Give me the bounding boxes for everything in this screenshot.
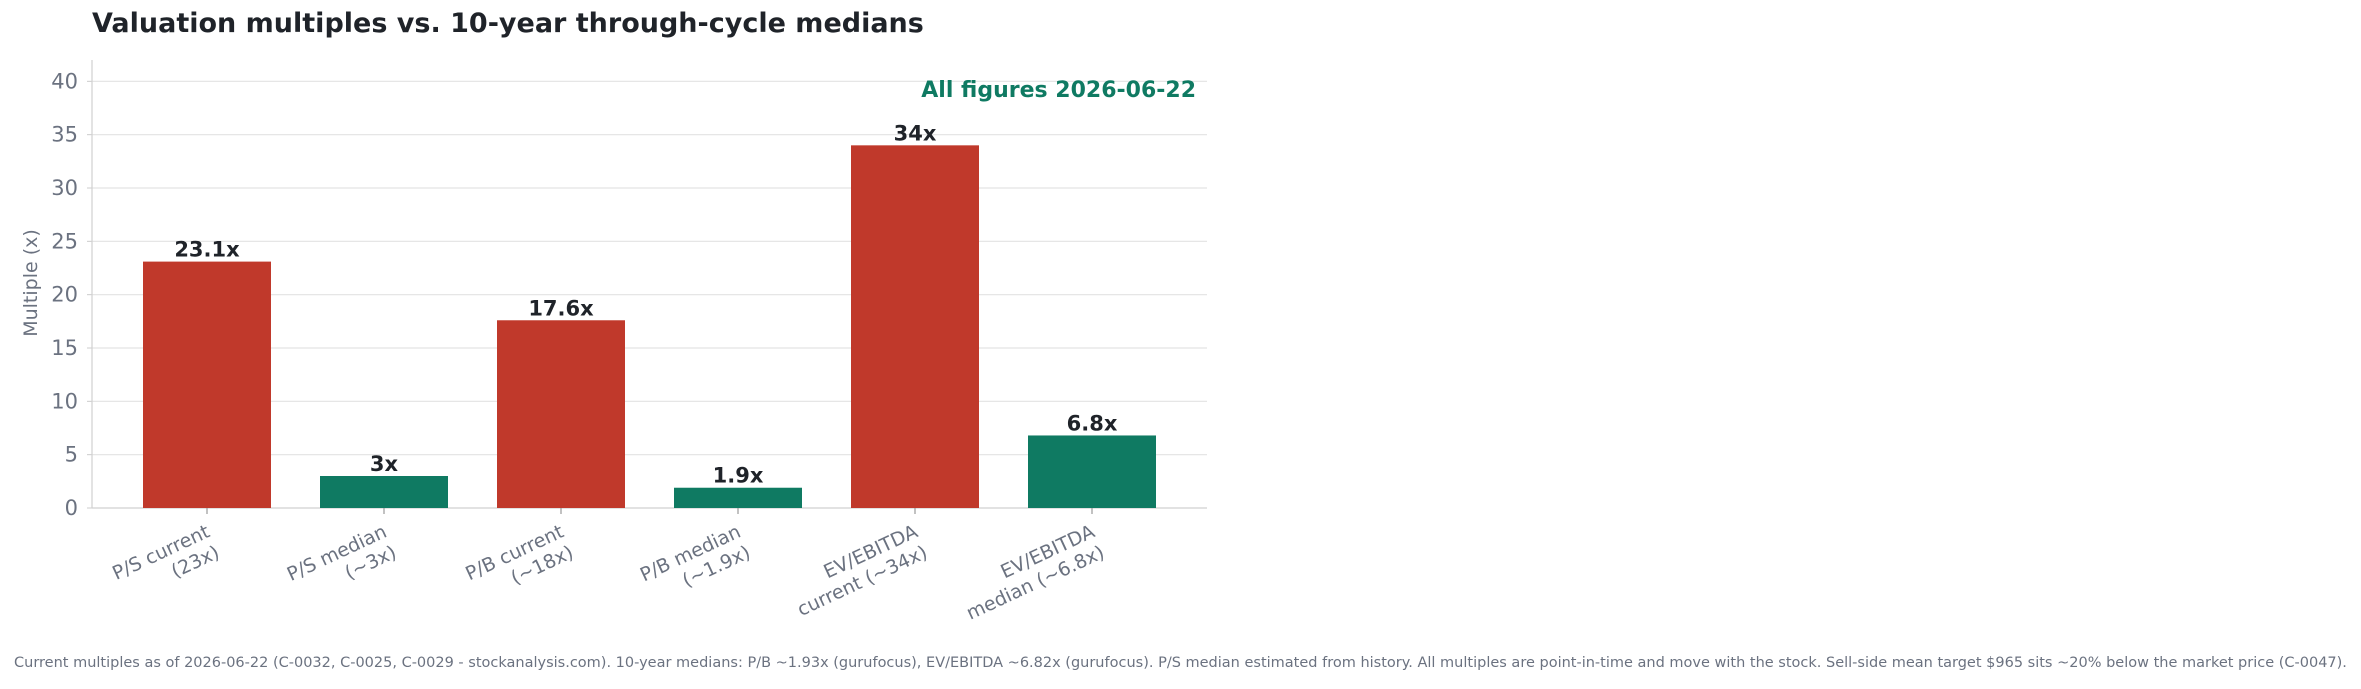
- y-axis-label: Multiple (x): [20, 229, 42, 337]
- bar-value-label: 3x: [370, 452, 399, 476]
- bar-value-label: 23.1x: [174, 238, 240, 262]
- bar-median: [674, 487, 802, 508]
- y-tick-label: 15: [51, 336, 78, 360]
- y-tick-label: 40: [51, 69, 78, 93]
- bar-value-label: 6.8x: [1067, 411, 1118, 435]
- date-annotation: All figures 2026-06-22: [921, 78, 1196, 103]
- bars: [143, 145, 1156, 509]
- bar-value-label: 17.6x: [528, 296, 594, 320]
- bar-current: [143, 261, 271, 508]
- x-tick-label: EV/EBITDAcurrent (~34x): [784, 521, 931, 621]
- bar-current: [851, 145, 979, 509]
- bar-current: [497, 320, 625, 508]
- y-tick-label: 25: [51, 229, 78, 253]
- axes: [87, 60, 1207, 514]
- x-tick-label: P/S current(23x): [109, 521, 223, 606]
- y-tick-label: 5: [65, 443, 78, 467]
- bar-value-label: 34x: [894, 121, 937, 145]
- x-tick-label: P/B median(~1.9x): [637, 521, 754, 607]
- x-tick-label: P/S median(~3x): [284, 521, 400, 607]
- bar-value-label: 1.9x: [713, 464, 764, 488]
- x-tick-label: P/B current(~18x): [462, 521, 577, 606]
- bar-median: [1028, 435, 1156, 508]
- footnote: Current multiples as of 2026-06-22 (C-00…: [14, 655, 2347, 671]
- y-tick-label: 10: [51, 389, 78, 413]
- y-tick-label: 20: [51, 283, 78, 307]
- chart-title: Valuation multiples vs. 10-year through-…: [92, 8, 924, 39]
- y-tick-label: 30: [51, 176, 78, 200]
- grid-lines: [92, 80, 1207, 456]
- bar-median: [320, 476, 448, 508]
- data-labels: 23.1x 3x 17.6x 1.9x 34x 6.8x: [174, 121, 1118, 487]
- y-tick-label: 0: [65, 496, 78, 520]
- y-tick-label: 35: [51, 123, 78, 147]
- x-tick-label: EV/EBITDAmedian (~6.8x): [953, 521, 1107, 625]
